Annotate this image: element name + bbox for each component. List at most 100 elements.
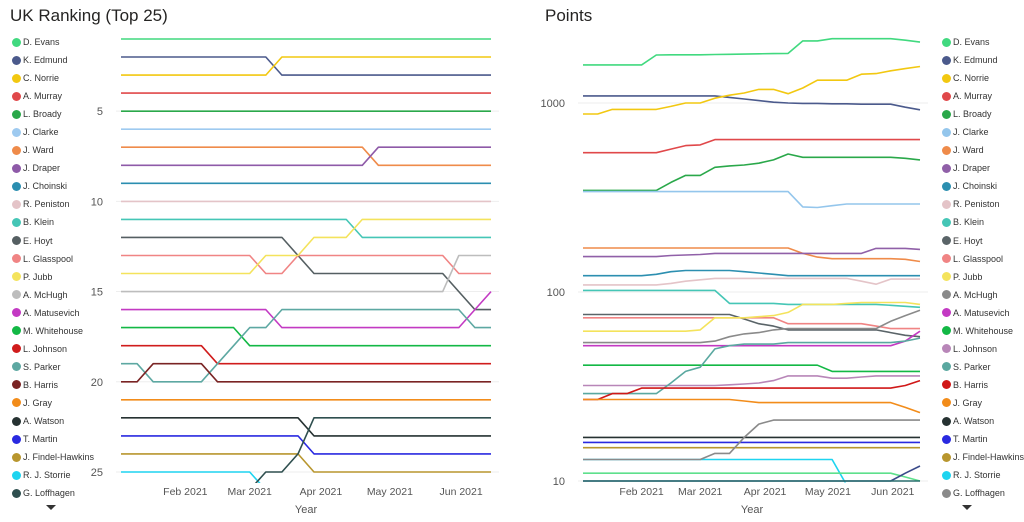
legend-item[interactable]: J. Draper [12, 159, 94, 177]
legend-item[interactable]: A. Watson [12, 412, 94, 430]
legend-item[interactable]: R. J. Storrie [942, 466, 1024, 484]
legend-item[interactable]: A. Murray [942, 87, 1024, 105]
series-line-p-jubb[interactable] [121, 218, 491, 275]
legend-marker-icon [12, 55, 21, 65]
series-line-k-edmund[interactable] [121, 56, 491, 76]
legend-item[interactable]: L. Broady [12, 105, 94, 123]
points-legend-scroll-down-icon[interactable] [962, 505, 972, 510]
legend-item[interactable]: C. Norrie [12, 69, 94, 87]
legend-item[interactable]: J. Choinski [942, 177, 1024, 195]
series-line-a-watson[interactable] [121, 416, 491, 437]
legend-item[interactable]: B. Harris [12, 376, 94, 394]
series-line-b-harris[interactable] [583, 379, 921, 401]
legend-item[interactable]: A. Matusevich [12, 304, 94, 322]
legend-item[interactable]: J. Gray [12, 394, 94, 412]
legend-item[interactable]: D. Evans [942, 33, 1024, 51]
legend-item[interactable]: B. Klein [942, 213, 1024, 231]
legend-item[interactable]: R. Peniston [942, 195, 1024, 213]
series-line-k-edmund[interactable] [583, 95, 921, 111]
series-line-unlabeled-26[interactable] [583, 472, 921, 482]
legend-item[interactable]: R. Peniston [12, 195, 94, 213]
series-line-m-whitehouse[interactable] [121, 326, 491, 347]
legend-item[interactable]: B. Harris [942, 376, 1024, 394]
series-line-p-jubb[interactable] [583, 301, 921, 333]
legend-item[interactable]: G. Loffhagen [942, 484, 1024, 502]
series-line-j-findel-hawkins[interactable] [121, 453, 491, 473]
ranking-legend-scroll-down-icon[interactable] [46, 505, 56, 510]
series-line-j-ward[interactable] [121, 146, 491, 167]
legend-item[interactable]: L. Broady [942, 105, 1024, 123]
legend-item[interactable]: J. Ward [12, 141, 94, 159]
legend-item[interactable]: L. Glasspool [12, 250, 94, 268]
series-line-g-loffhagen[interactable] [250, 416, 491, 490]
series-line-g-loffhagen[interactable] [583, 419, 920, 461]
legend-item[interactable]: D. Evans [12, 33, 94, 51]
series-line-a-murray[interactable] [583, 138, 920, 154]
legend-item[interactable]: P. Jubb [12, 268, 94, 286]
series-line-a-matusevich[interactable] [583, 330, 921, 347]
series-line-b-klein[interactable] [121, 218, 491, 239]
x-tick-label: May 2021 [805, 486, 851, 498]
legend-item[interactable]: A. Watson [942, 412, 1024, 430]
series-line-b-klein[interactable] [583, 289, 921, 309]
series-line-l-johnson[interactable] [121, 344, 491, 365]
legend-item[interactable]: J. Clarke [942, 123, 1024, 141]
legend-item[interactable]: E. Hoyt [12, 232, 94, 250]
legend-item[interactable]: L. Johnson [942, 340, 1024, 358]
legend-item[interactable]: L. Johnson [12, 340, 94, 358]
legend-item[interactable]: K. Edmund [12, 51, 94, 69]
legend-item[interactable]: M. Whitehouse [12, 322, 94, 340]
series-line-s-parker[interactable] [121, 308, 491, 383]
legend-item[interactable]: M. Whitehouse [942, 322, 1024, 340]
legend-item[interactable]: A. Matusevich [942, 304, 1024, 322]
legend-item[interactable]: T. Martin [942, 430, 1024, 448]
series-line-s-parker[interactable] [583, 337, 921, 395]
legend-item[interactable]: S. Parker [942, 358, 1024, 376]
legend-item[interactable]: P. Jubb [942, 268, 1024, 286]
series-line-a-mchugh[interactable] [583, 309, 921, 344]
series-line-c-norrie[interactable] [583, 65, 921, 115]
series-line-j-clarke[interactable] [583, 190, 920, 209]
legend-item[interactable]: E. Hoyt [942, 232, 1024, 250]
legend-label: B. Harris [23, 379, 59, 390]
series-line-d-evans[interactable] [583, 37, 921, 66]
series-line-l-glasspool[interactable] [583, 316, 920, 330]
legend-item[interactable]: A. McHugh [12, 286, 94, 304]
series-line-b-harris[interactable] [121, 362, 491, 383]
legend-item[interactable]: J. Gray [942, 394, 1024, 412]
series-line-l-broady[interactable] [583, 153, 921, 192]
legend-item[interactable]: J. Findel-Hawkins [942, 448, 1024, 466]
legend-marker-icon [942, 488, 951, 498]
series-line-j-draper[interactable] [583, 247, 921, 258]
legend-item[interactable]: J. Findel-Hawkins [12, 448, 94, 466]
series-line-j-draper[interactable] [121, 146, 491, 167]
legend-item[interactable]: J. Ward [942, 141, 1024, 159]
series-line-e-hoyt[interactable] [583, 313, 921, 338]
series-line-e-hoyt[interactable] [121, 236, 491, 311]
series-line-l-johnson[interactable] [583, 375, 920, 387]
series-line-a-matusevich[interactable] [121, 291, 492, 329]
series-line-j-ward[interactable] [583, 247, 921, 263]
series-line-j-gray[interactable] [583, 398, 921, 414]
legend-item[interactable]: B. Klein [12, 213, 94, 231]
legend-item[interactable]: S. Parker [12, 358, 94, 376]
legend-item[interactable]: J. Draper [942, 159, 1024, 177]
series-line-j-choinski[interactable] [583, 269, 920, 277]
legend-item[interactable]: L. Glasspool [942, 250, 1024, 268]
legend-item[interactable]: C. Norrie [942, 69, 1024, 87]
series-line-m-whitehouse[interactable] [583, 364, 920, 373]
series-line-a-mchugh[interactable] [121, 254, 491, 293]
series-line-t-martin[interactable] [121, 435, 491, 455]
series-line-l-glasspool[interactable] [121, 254, 491, 275]
legend-item[interactable]: A. McHugh [942, 286, 1024, 304]
series-line-c-norrie[interactable] [121, 56, 491, 76]
series-line-r-peniston[interactable] [583, 277, 920, 286]
legend-item[interactable]: R. J. Storrie [12, 466, 94, 484]
legend-item[interactable]: A. Murray [12, 87, 94, 105]
legend-item[interactable]: G. Loffhagen [12, 484, 94, 502]
legend-item[interactable]: K. Edmund [942, 51, 1024, 69]
series-line-r-j-storrie[interactable] [121, 471, 266, 490]
legend-item[interactable]: T. Martin [12, 430, 94, 448]
legend-item[interactable]: J. Clarke [12, 123, 94, 141]
legend-item[interactable]: J. Choinski [12, 177, 94, 195]
